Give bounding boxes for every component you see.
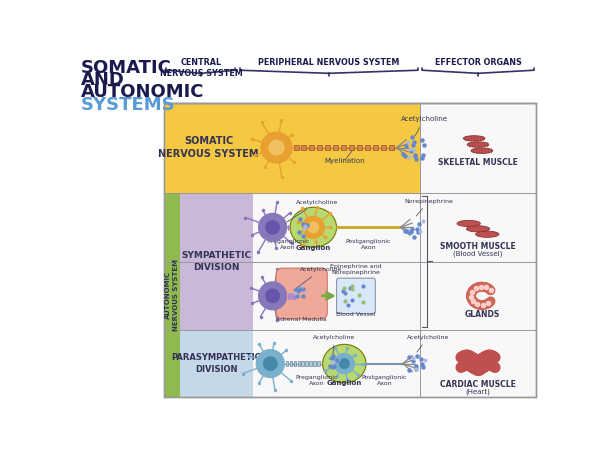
Bar: [301, 361, 304, 367]
Circle shape: [266, 221, 280, 234]
Bar: [420, 330, 536, 398]
Bar: [294, 293, 295, 298]
Bar: [305, 361, 308, 367]
Bar: [288, 293, 289, 298]
Circle shape: [263, 357, 277, 370]
Text: Myelination: Myelination: [325, 158, 365, 164]
Circle shape: [492, 364, 498, 371]
Text: EFFECTOR ORGANS: EFFECTOR ORGANS: [434, 58, 521, 67]
Text: SMOOTH MUSCLE: SMOOTH MUSCLE: [440, 242, 516, 251]
Bar: [365, 145, 370, 150]
Text: PERIPHERAL NERVOUS SYSTEM: PERIPHERAL NERVOUS SYSTEM: [258, 58, 400, 67]
Text: SYMPATHETIC
DIVISION: SYMPATHETIC DIVISION: [181, 251, 251, 271]
Circle shape: [269, 140, 284, 155]
Circle shape: [259, 213, 287, 241]
Text: Ganglion: Ganglion: [296, 245, 331, 251]
Bar: [310, 361, 312, 367]
Bar: [179, 193, 253, 330]
Bar: [298, 361, 300, 367]
Bar: [349, 145, 354, 150]
Text: SKELETAL MUSCLE: SKELETAL MUSCLE: [438, 158, 518, 166]
Text: AUTONOMIC
NERVOUS SYSTEM: AUTONOMIC NERVOUS SYSTEM: [165, 259, 179, 331]
Circle shape: [302, 217, 324, 238]
Ellipse shape: [467, 142, 489, 147]
Text: Norepinephrine: Norepinephrine: [404, 199, 453, 216]
Ellipse shape: [463, 136, 485, 141]
Text: PARASYMPATHETIC
DIVISION: PARASYMPATHETIC DIVISION: [172, 353, 262, 374]
Circle shape: [259, 282, 287, 310]
Ellipse shape: [476, 231, 499, 237]
Ellipse shape: [466, 226, 490, 232]
Text: (Heart): (Heart): [466, 388, 490, 395]
Bar: [293, 293, 294, 298]
Bar: [290, 293, 292, 298]
Bar: [313, 361, 316, 367]
Text: Postganglionic
Axon: Postganglionic Axon: [362, 375, 407, 386]
Ellipse shape: [471, 148, 493, 154]
Ellipse shape: [323, 345, 366, 383]
Bar: [164, 102, 420, 193]
Text: GLANDS: GLANDS: [464, 310, 499, 319]
Ellipse shape: [290, 207, 337, 247]
Bar: [293, 145, 299, 150]
Circle shape: [266, 289, 280, 303]
Bar: [317, 361, 320, 367]
Text: Blood Vessel: Blood Vessel: [336, 312, 376, 317]
Text: (Blood Vessel): (Blood Vessel): [454, 251, 503, 257]
Text: AUTONOMIC: AUTONOMIC: [80, 83, 204, 101]
Bar: [317, 145, 322, 150]
Bar: [253, 193, 420, 330]
FancyBboxPatch shape: [276, 268, 327, 319]
Text: Acetylcholine: Acetylcholine: [294, 267, 342, 290]
Bar: [301, 145, 307, 150]
FancyBboxPatch shape: [337, 278, 376, 314]
Text: Epinephrine and
Norepinephrine: Epinephrine and Norepinephrine: [330, 265, 382, 275]
Bar: [325, 145, 330, 150]
Text: CARDIAC MUSCLE: CARDIAC MUSCLE: [440, 380, 516, 389]
Bar: [310, 145, 314, 150]
Circle shape: [261, 132, 292, 163]
Circle shape: [256, 350, 284, 377]
Bar: [292, 293, 293, 298]
Bar: [389, 145, 394, 150]
Text: Ganglion: Ganglion: [326, 380, 362, 386]
Text: SOMATIC
NERVOUS SYSTEM: SOMATIC NERVOUS SYSTEM: [158, 136, 259, 159]
Bar: [179, 330, 253, 398]
Text: SOMATIC: SOMATIC: [80, 58, 172, 77]
Text: CENTRAL
NERVOUS SYSTEM: CENTRAL NERVOUS SYSTEM: [160, 58, 242, 78]
Bar: [286, 361, 288, 367]
Bar: [341, 145, 346, 150]
Text: Acetylcholine: Acetylcholine: [287, 200, 338, 222]
Text: Acetylcholine: Acetylcholine: [313, 335, 356, 355]
Circle shape: [458, 364, 464, 371]
Text: SYSTEMS: SYSTEMS: [80, 96, 175, 114]
Circle shape: [334, 354, 355, 374]
Bar: [381, 145, 386, 150]
Circle shape: [458, 354, 464, 361]
Bar: [253, 330, 420, 398]
Bar: [373, 145, 378, 150]
Text: Preganglionic
Axon: Preganglionic Axon: [296, 375, 338, 386]
Bar: [357, 145, 362, 150]
Text: Adrenal Medulla: Adrenal Medulla: [277, 317, 327, 322]
Bar: [420, 193, 536, 330]
Ellipse shape: [457, 220, 481, 227]
Text: Postganglionic
Axon: Postganglionic Axon: [346, 239, 391, 250]
Text: Acetylcholine: Acetylcholine: [407, 335, 449, 352]
Circle shape: [340, 359, 349, 368]
Circle shape: [308, 222, 319, 233]
Bar: [420, 102, 536, 193]
Bar: [289, 293, 290, 298]
Text: Preganglionic
Axon: Preganglionic Axon: [267, 239, 310, 250]
Bar: [293, 361, 296, 367]
Text: Acetylcholine: Acetylcholine: [401, 117, 448, 136]
Text: AND: AND: [80, 71, 124, 89]
Bar: [164, 193, 179, 398]
Bar: [333, 145, 338, 150]
Bar: [290, 361, 292, 367]
Circle shape: [492, 354, 498, 361]
Bar: [164, 102, 536, 398]
